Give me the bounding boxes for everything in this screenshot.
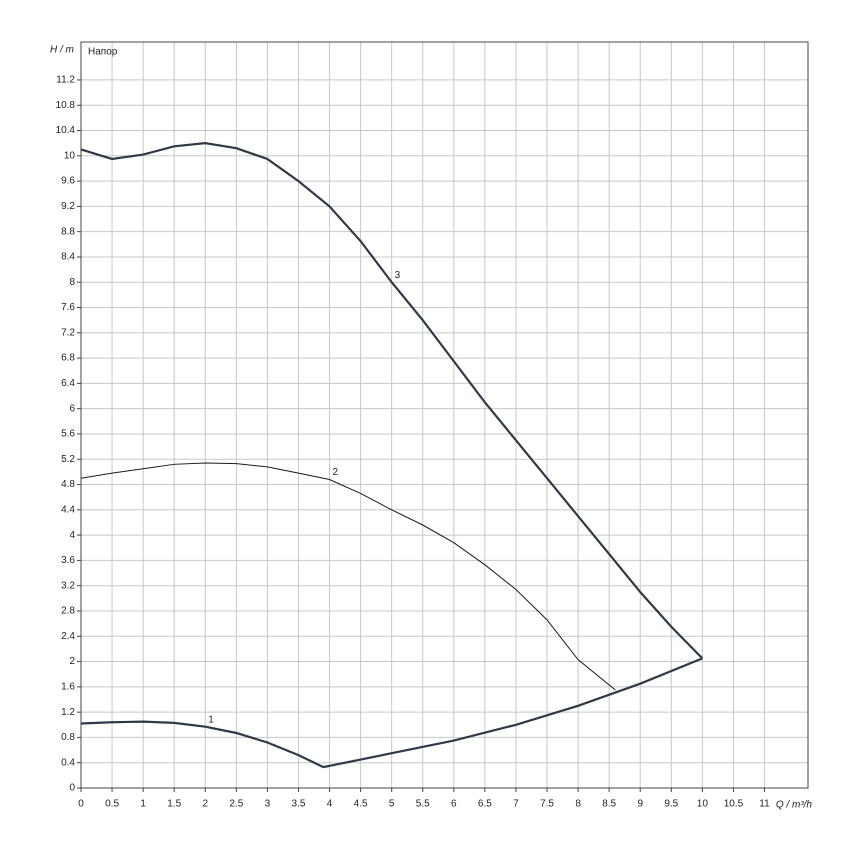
y-axis-label: H / m bbox=[50, 45, 74, 56]
x-tick-label: 8 bbox=[575, 799, 581, 810]
x-tick-label: 2.5 bbox=[229, 799, 243, 810]
y-tick-label: 6.4 bbox=[61, 378, 75, 389]
x-tick-label: 4 bbox=[327, 799, 333, 810]
x-tick-label: 9.5 bbox=[664, 799, 678, 810]
y-tick-label: 4.4 bbox=[61, 504, 75, 515]
y-tick-label: 2.8 bbox=[61, 606, 75, 617]
x-tick-label: 10 bbox=[697, 799, 709, 810]
x-tick-label: 11 bbox=[759, 799, 770, 810]
plot-frame bbox=[80, 41, 809, 789]
x-tick-label: 2 bbox=[202, 799, 208, 810]
y-tick-label: 7.2 bbox=[61, 327, 75, 338]
y-tick-label: 0.4 bbox=[61, 757, 75, 768]
y-tick-label: 0.8 bbox=[61, 732, 75, 743]
y-tick-label: 2 bbox=[69, 656, 75, 667]
curve-label: 3 bbox=[395, 270, 401, 281]
y-tick-label: 11.2 bbox=[56, 75, 75, 86]
plot-border bbox=[80, 41, 809, 789]
x-tick-label: 5 bbox=[389, 799, 395, 810]
y-tick-label: 10.4 bbox=[56, 125, 76, 136]
curve-label: 1 bbox=[208, 714, 214, 725]
y-tick-label: 10 bbox=[64, 150, 76, 161]
x-tick-label: 7.5 bbox=[540, 799, 554, 810]
x-tick-label: 3 bbox=[265, 799, 271, 810]
y-tick-label: 5.6 bbox=[61, 429, 75, 440]
curve bbox=[80, 142, 704, 660]
x-tick-label: 3.5 bbox=[292, 799, 306, 810]
y-tick-label: 9.2 bbox=[61, 201, 75, 212]
y-tick-label: 8 bbox=[69, 277, 75, 288]
y-tick-label: 3.2 bbox=[61, 580, 75, 591]
y-tick-label: 0 bbox=[69, 783, 75, 794]
x-tick-label: 7 bbox=[513, 799, 519, 810]
curve bbox=[80, 657, 703, 769]
y-tick-label: 3.6 bbox=[61, 555, 75, 566]
x-tick-label: 0.5 bbox=[105, 799, 119, 810]
x-tick-label: 9 bbox=[637, 799, 643, 810]
x-tick-label: 4.5 bbox=[354, 799, 368, 810]
y-tick-label: 7.6 bbox=[61, 302, 75, 313]
y-tick-label: 8.4 bbox=[61, 252, 75, 263]
y-tick-label: 8.8 bbox=[61, 226, 75, 237]
y-tick-label: 2.4 bbox=[61, 631, 75, 642]
y-tick-label: 6 bbox=[69, 403, 75, 414]
x-tick-label: 6.5 bbox=[478, 799, 492, 810]
y-tick-label: 10.8 bbox=[56, 100, 76, 111]
y-tick-label: 1.2 bbox=[61, 707, 75, 718]
y-tick-label: 1.6 bbox=[61, 681, 75, 692]
y-tick-label: 5.2 bbox=[61, 454, 75, 465]
x-tick-label: 10.5 bbox=[724, 799, 744, 810]
curve-label: 2 bbox=[333, 467, 339, 478]
x-tick-label: 8.5 bbox=[602, 799, 616, 810]
x-tick-label: 6 bbox=[451, 799, 457, 810]
x-tick-label: 1 bbox=[140, 799, 146, 810]
y-tick-label: 6.8 bbox=[61, 353, 75, 364]
x-tick-label: 1.5 bbox=[167, 799, 181, 810]
y-tick-label: 4 bbox=[69, 530, 75, 541]
y-tick-label: 4.8 bbox=[61, 479, 75, 490]
x-tick-label: 0 bbox=[78, 799, 84, 810]
y-tick-label: 9.6 bbox=[61, 176, 75, 187]
chart-title: Напор bbox=[88, 47, 118, 58]
x-tick-label: 5.5 bbox=[416, 799, 430, 810]
curve bbox=[80, 462, 616, 691]
x-axis-label: Q / m³/h bbox=[776, 800, 813, 811]
